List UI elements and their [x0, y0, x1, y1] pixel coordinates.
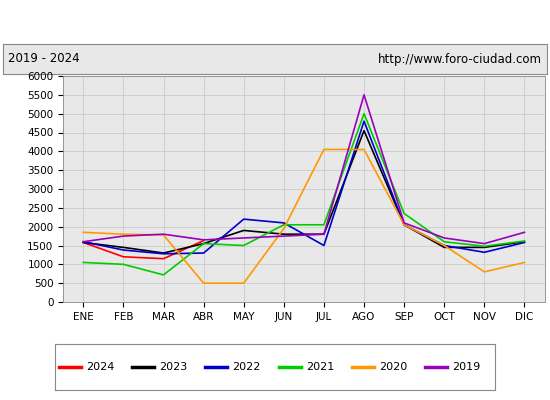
Text: 2023: 2023 — [160, 362, 188, 372]
Text: Evolucion Nº Turistas Nacionales en el municipio de Cervo: Evolucion Nº Turistas Nacionales en el m… — [74, 14, 476, 28]
Text: 2020: 2020 — [379, 362, 408, 372]
Text: 2024: 2024 — [86, 362, 114, 372]
Text: 2019: 2019 — [453, 362, 481, 372]
Text: 2021: 2021 — [306, 362, 334, 372]
Text: http://www.foro-ciudad.com: http://www.foro-ciudad.com — [378, 52, 542, 66]
Text: 2022: 2022 — [233, 362, 261, 372]
Text: 2019 - 2024: 2019 - 2024 — [8, 52, 80, 66]
